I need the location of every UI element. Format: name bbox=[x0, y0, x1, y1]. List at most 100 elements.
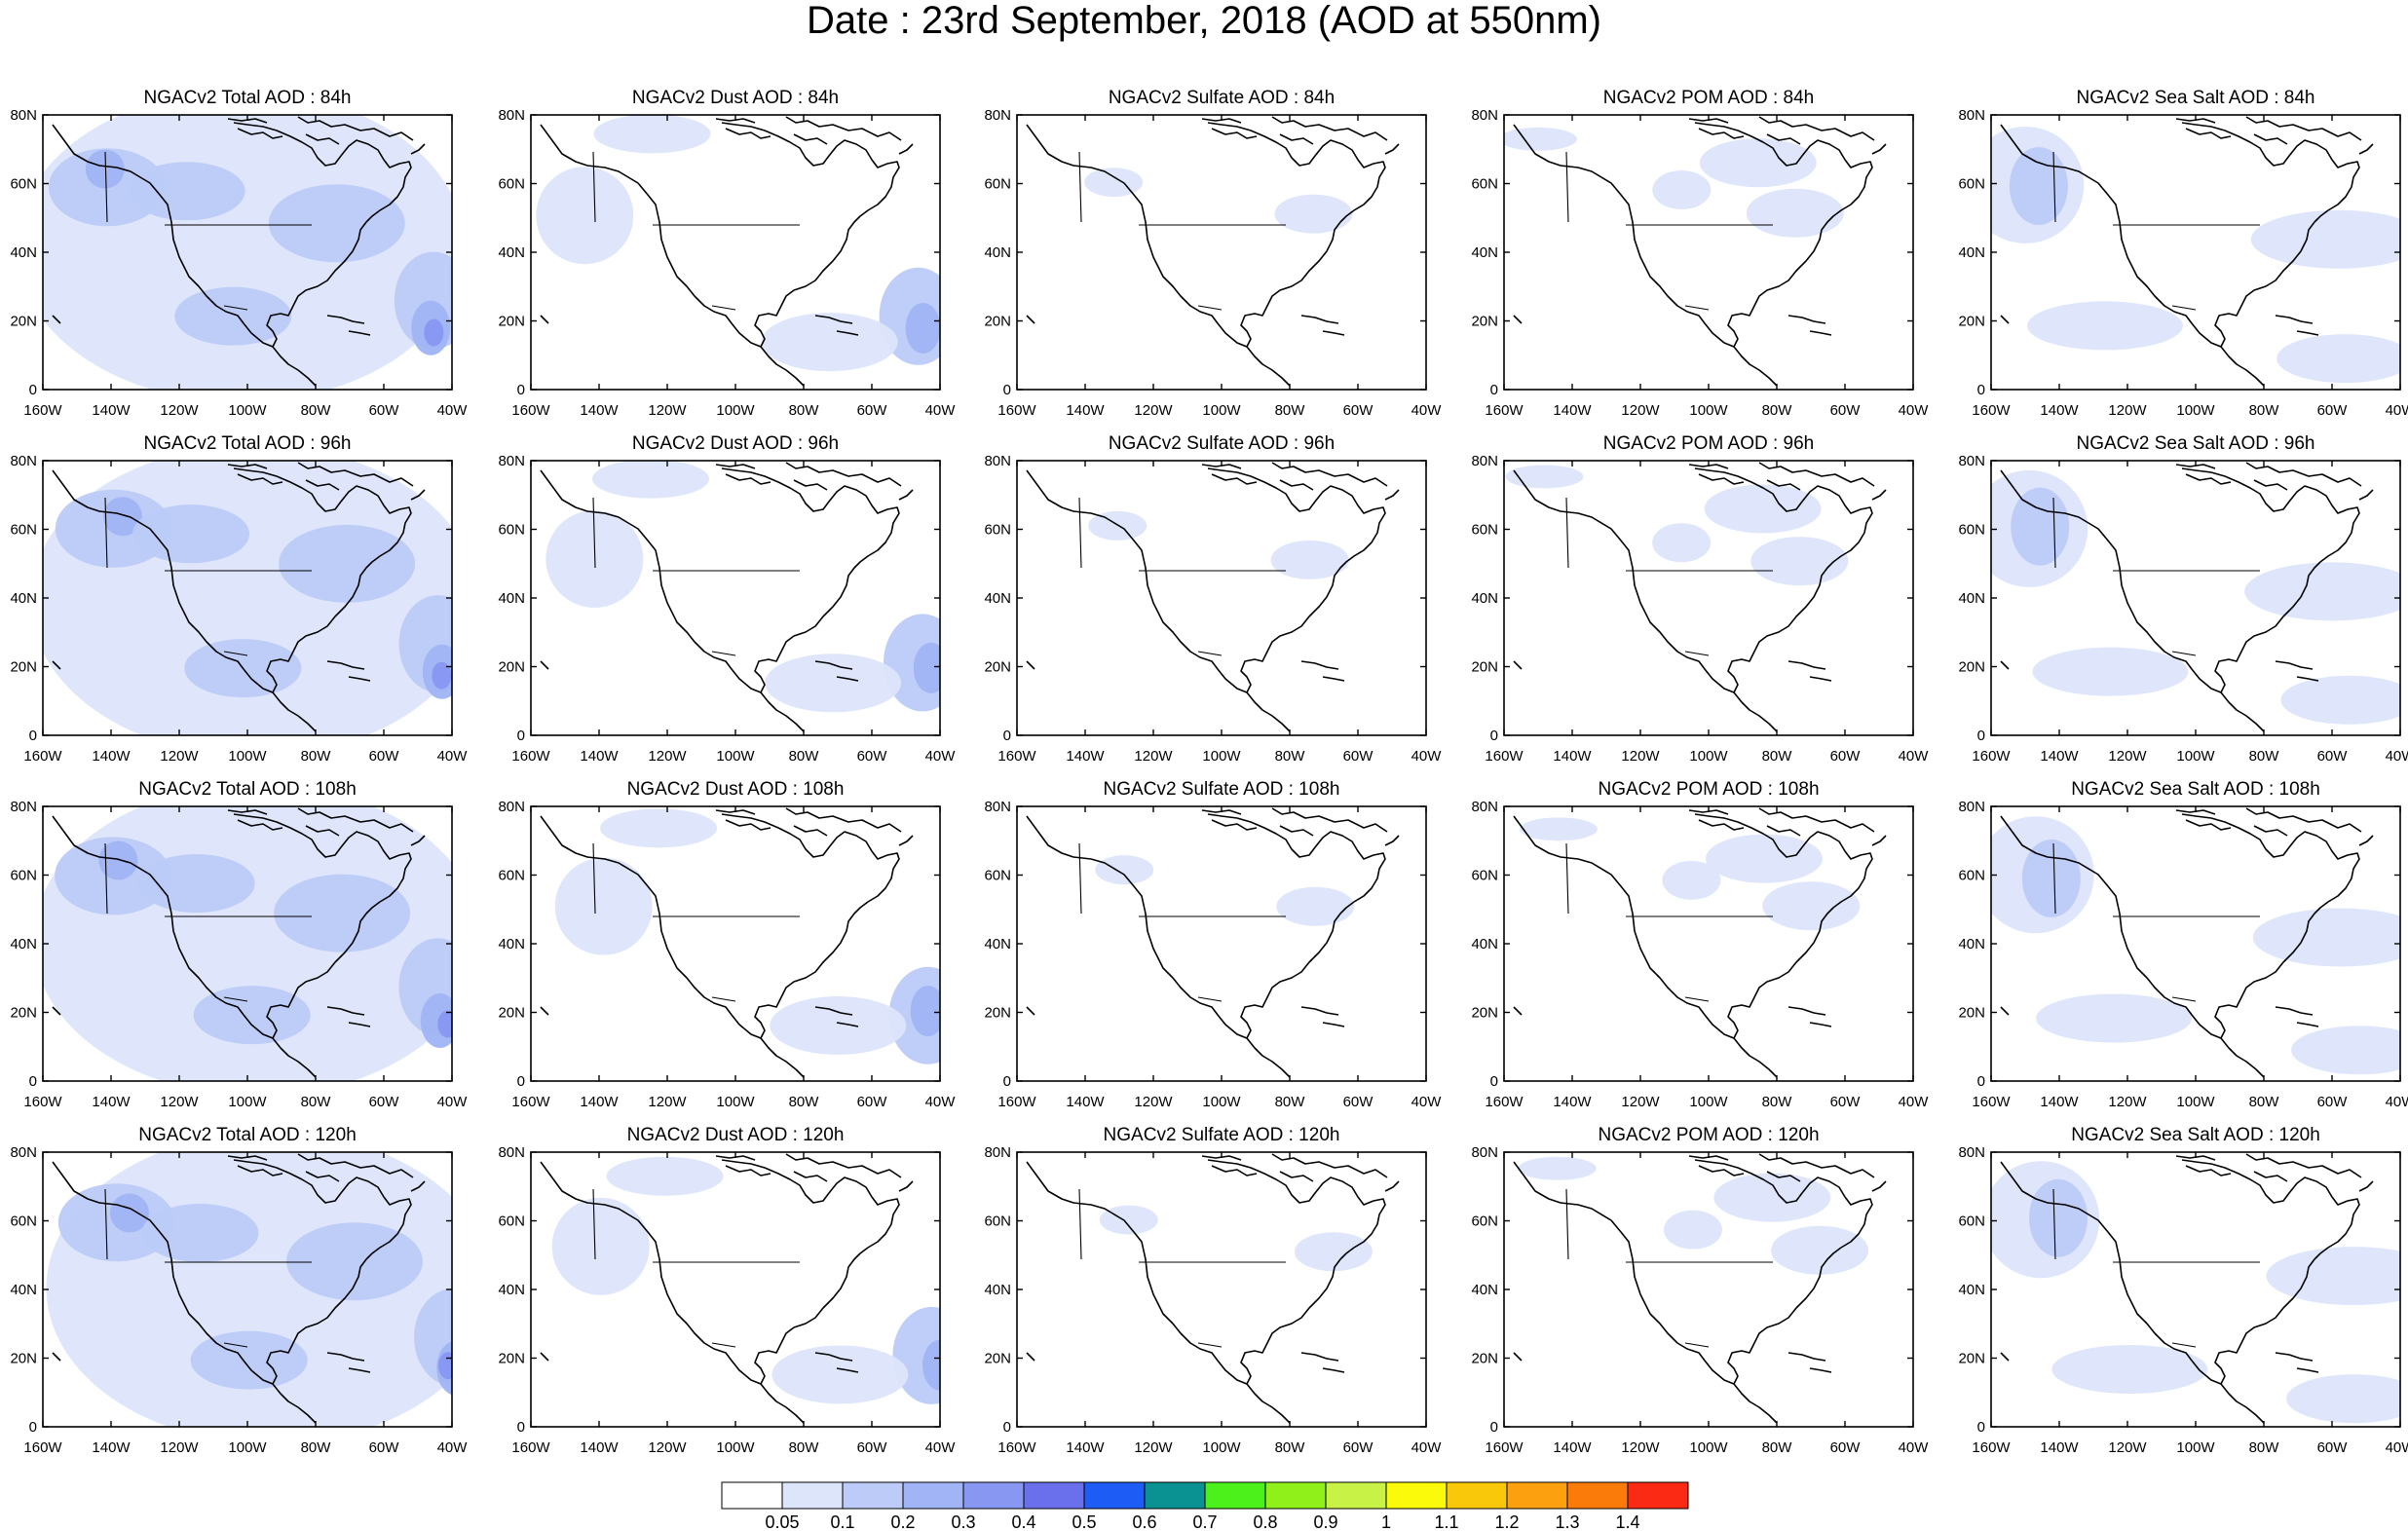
lat-tick-label: 60N bbox=[10, 868, 37, 884]
lon-tick-label: 140W bbox=[1066, 748, 1105, 765]
colorbar-label: 0.1 bbox=[830, 1512, 854, 1531]
lon-tick-label: 160W bbox=[511, 402, 550, 419]
aod-region bbox=[43, 115, 452, 390]
aod-region bbox=[137, 854, 255, 914]
colorbar-label: 0.05 bbox=[765, 1512, 799, 1531]
lon-tick-label: 140W bbox=[1553, 1439, 1592, 1456]
lon-tick-label: 160W bbox=[511, 748, 550, 765]
aod-region bbox=[274, 874, 411, 952]
lat-tick-label: 20N bbox=[10, 1005, 37, 1022]
lat-tick-label: 80N bbox=[498, 107, 525, 124]
aod-region bbox=[922, 1339, 940, 1391]
panel-title: NGACv2 POM AOD : 120h bbox=[1598, 1125, 1819, 1145]
lon-tick-label: 140W bbox=[580, 402, 619, 419]
colorbar-swatch bbox=[1264, 1481, 1327, 1510]
colorbar-swatch bbox=[962, 1481, 1025, 1510]
lon-tick-label: 80W bbox=[2249, 1094, 2280, 1110]
map-panel-2: NGACv2 Sulfate AOD : 84h 0 20N 40N 60N 80N 160… bbox=[984, 88, 1442, 419]
lon-tick-label: 100W bbox=[2176, 748, 2215, 765]
lon-tick-label: 40W bbox=[1411, 1439, 1443, 1456]
lon-tick-label: 160W bbox=[1485, 1094, 1524, 1110]
panel-title: NGACv2 Total AOD : 120h bbox=[138, 1125, 357, 1145]
lon-tick-label: 100W bbox=[2176, 402, 2215, 419]
aod-region bbox=[551, 1197, 650, 1295]
aod-region bbox=[1294, 1232, 1373, 1272]
lat-tick-label: 80N bbox=[1471, 453, 1498, 469]
colorbar-swatch bbox=[1627, 1481, 1689, 1510]
lon-tick-label: 140W bbox=[2040, 402, 2079, 419]
panel-title: NGACv2 Sulfate AOD : 84h bbox=[1109, 88, 1335, 108]
map-panel-15: NGACv2 Total AOD : 120h 0 20N 40N 60N 80N 160W… bbox=[10, 1125, 468, 1456]
lon-tick-label: 140W bbox=[92, 1439, 131, 1456]
lat-tick-label: 60N bbox=[1958, 176, 1985, 193]
aod-region bbox=[268, 184, 405, 263]
aod-field bbox=[1519, 817, 1861, 931]
lat-tick-label: 80N bbox=[498, 799, 525, 815]
aod-region bbox=[1505, 465, 1584, 489]
aod-region bbox=[1762, 881, 1861, 931]
aod-region bbox=[2252, 908, 2400, 967]
aod-region bbox=[424, 318, 444, 347]
lat-tick-label: 20N bbox=[984, 314, 1011, 330]
map-panel-16: NGACv2 Dust AOD : 120h 0 20N 40N 60N 80N 160W 1… bbox=[498, 1125, 956, 1456]
colorbar-label: 1.2 bbox=[1494, 1512, 1519, 1531]
lat-tick-label: 0 bbox=[517, 382, 525, 398]
lat-tick-label: 20N bbox=[10, 659, 37, 676]
lat-tick-label: 80N bbox=[984, 1144, 1011, 1161]
lat-tick-label: 80N bbox=[984, 107, 1011, 124]
lon-tick-label: 120W bbox=[648, 748, 687, 765]
map-frame bbox=[1503, 1151, 1914, 1428]
panels-layer: NGACv2 Total AOD : 84h 0 20N 40N 60N 80N 160W 1… bbox=[10, 88, 2408, 1456]
lon-tick-label: 60W bbox=[1830, 1094, 1862, 1110]
lon-tick-label: 120W bbox=[1134, 1439, 1173, 1456]
aod-region bbox=[190, 1330, 308, 1390]
aod-region bbox=[2266, 1247, 2400, 1306]
aod-region bbox=[1713, 1173, 1831, 1222]
colorbar-swatch bbox=[1506, 1481, 1568, 1510]
panel-title: NGACv2 Sea Salt AOD : 108h bbox=[2071, 779, 2320, 800]
map-panel-5: NGACv2 Total AOD : 96h 0 20N 40N 60N 80N 160W 1… bbox=[10, 433, 468, 765]
lon-tick-label: 40W bbox=[1411, 1094, 1443, 1110]
lat-tick-label: 40N bbox=[498, 244, 525, 261]
lat-tick-label: 0 bbox=[517, 1419, 525, 1436]
lat-tick-label: 40N bbox=[984, 244, 1011, 261]
panel-title: NGACv2 POM AOD : 96h bbox=[1603, 433, 1814, 454]
aod-region bbox=[771, 1345, 909, 1404]
lon-tick-label: 100W bbox=[1202, 1439, 1241, 1456]
aod-region bbox=[1519, 817, 1598, 841]
aod-region bbox=[279, 524, 416, 603]
lon-tick-label: 40W bbox=[2386, 748, 2408, 765]
lat-tick-label: 80N bbox=[10, 107, 37, 124]
lon-tick-label: 120W bbox=[1134, 1094, 1173, 1110]
aod-region bbox=[905, 302, 940, 354]
lat-tick-label: 60N bbox=[1958, 1214, 1985, 1230]
aod-region bbox=[1274, 194, 1353, 234]
aod-region bbox=[606, 1156, 724, 1196]
lat-tick-label: 40N bbox=[1958, 244, 1985, 261]
lon-tick-label: 100W bbox=[228, 1439, 267, 1456]
lon-tick-label: 160W bbox=[997, 1439, 1036, 1456]
lat-tick-label: 60N bbox=[984, 1214, 1011, 1230]
lat-tick-label: 20N bbox=[1471, 1005, 1498, 1022]
lon-tick-label: 100W bbox=[1202, 402, 1241, 419]
lat-tick-label: 0 bbox=[1003, 728, 1011, 744]
aod-region bbox=[913, 642, 940, 693]
lon-tick-label: 120W bbox=[1621, 402, 1660, 419]
lon-tick-label: 40W bbox=[925, 402, 957, 419]
aod-region bbox=[85, 149, 125, 189]
lat-tick-label: 60N bbox=[984, 522, 1011, 539]
colorbar-label: 0.4 bbox=[1011, 1512, 1035, 1531]
lon-tick-label: 60W bbox=[1343, 1094, 1374, 1110]
aod-region bbox=[2011, 487, 2070, 566]
panel-title: NGACv2 Dust AOD : 96h bbox=[632, 433, 839, 454]
lon-tick-label: 40W bbox=[1899, 402, 1930, 419]
lon-tick-label: 60W bbox=[1343, 748, 1374, 765]
panel-title: NGACv2 Dust AOD : 108h bbox=[627, 779, 845, 800]
lat-tick-label: 80N bbox=[10, 1144, 37, 1161]
aod-region bbox=[2026, 301, 2183, 351]
lon-tick-label: 160W bbox=[1972, 402, 2011, 419]
colorbar-label: 0.2 bbox=[890, 1512, 915, 1531]
lon-tick-label: 80W bbox=[1762, 1439, 1793, 1456]
aod-field bbox=[546, 461, 940, 713]
